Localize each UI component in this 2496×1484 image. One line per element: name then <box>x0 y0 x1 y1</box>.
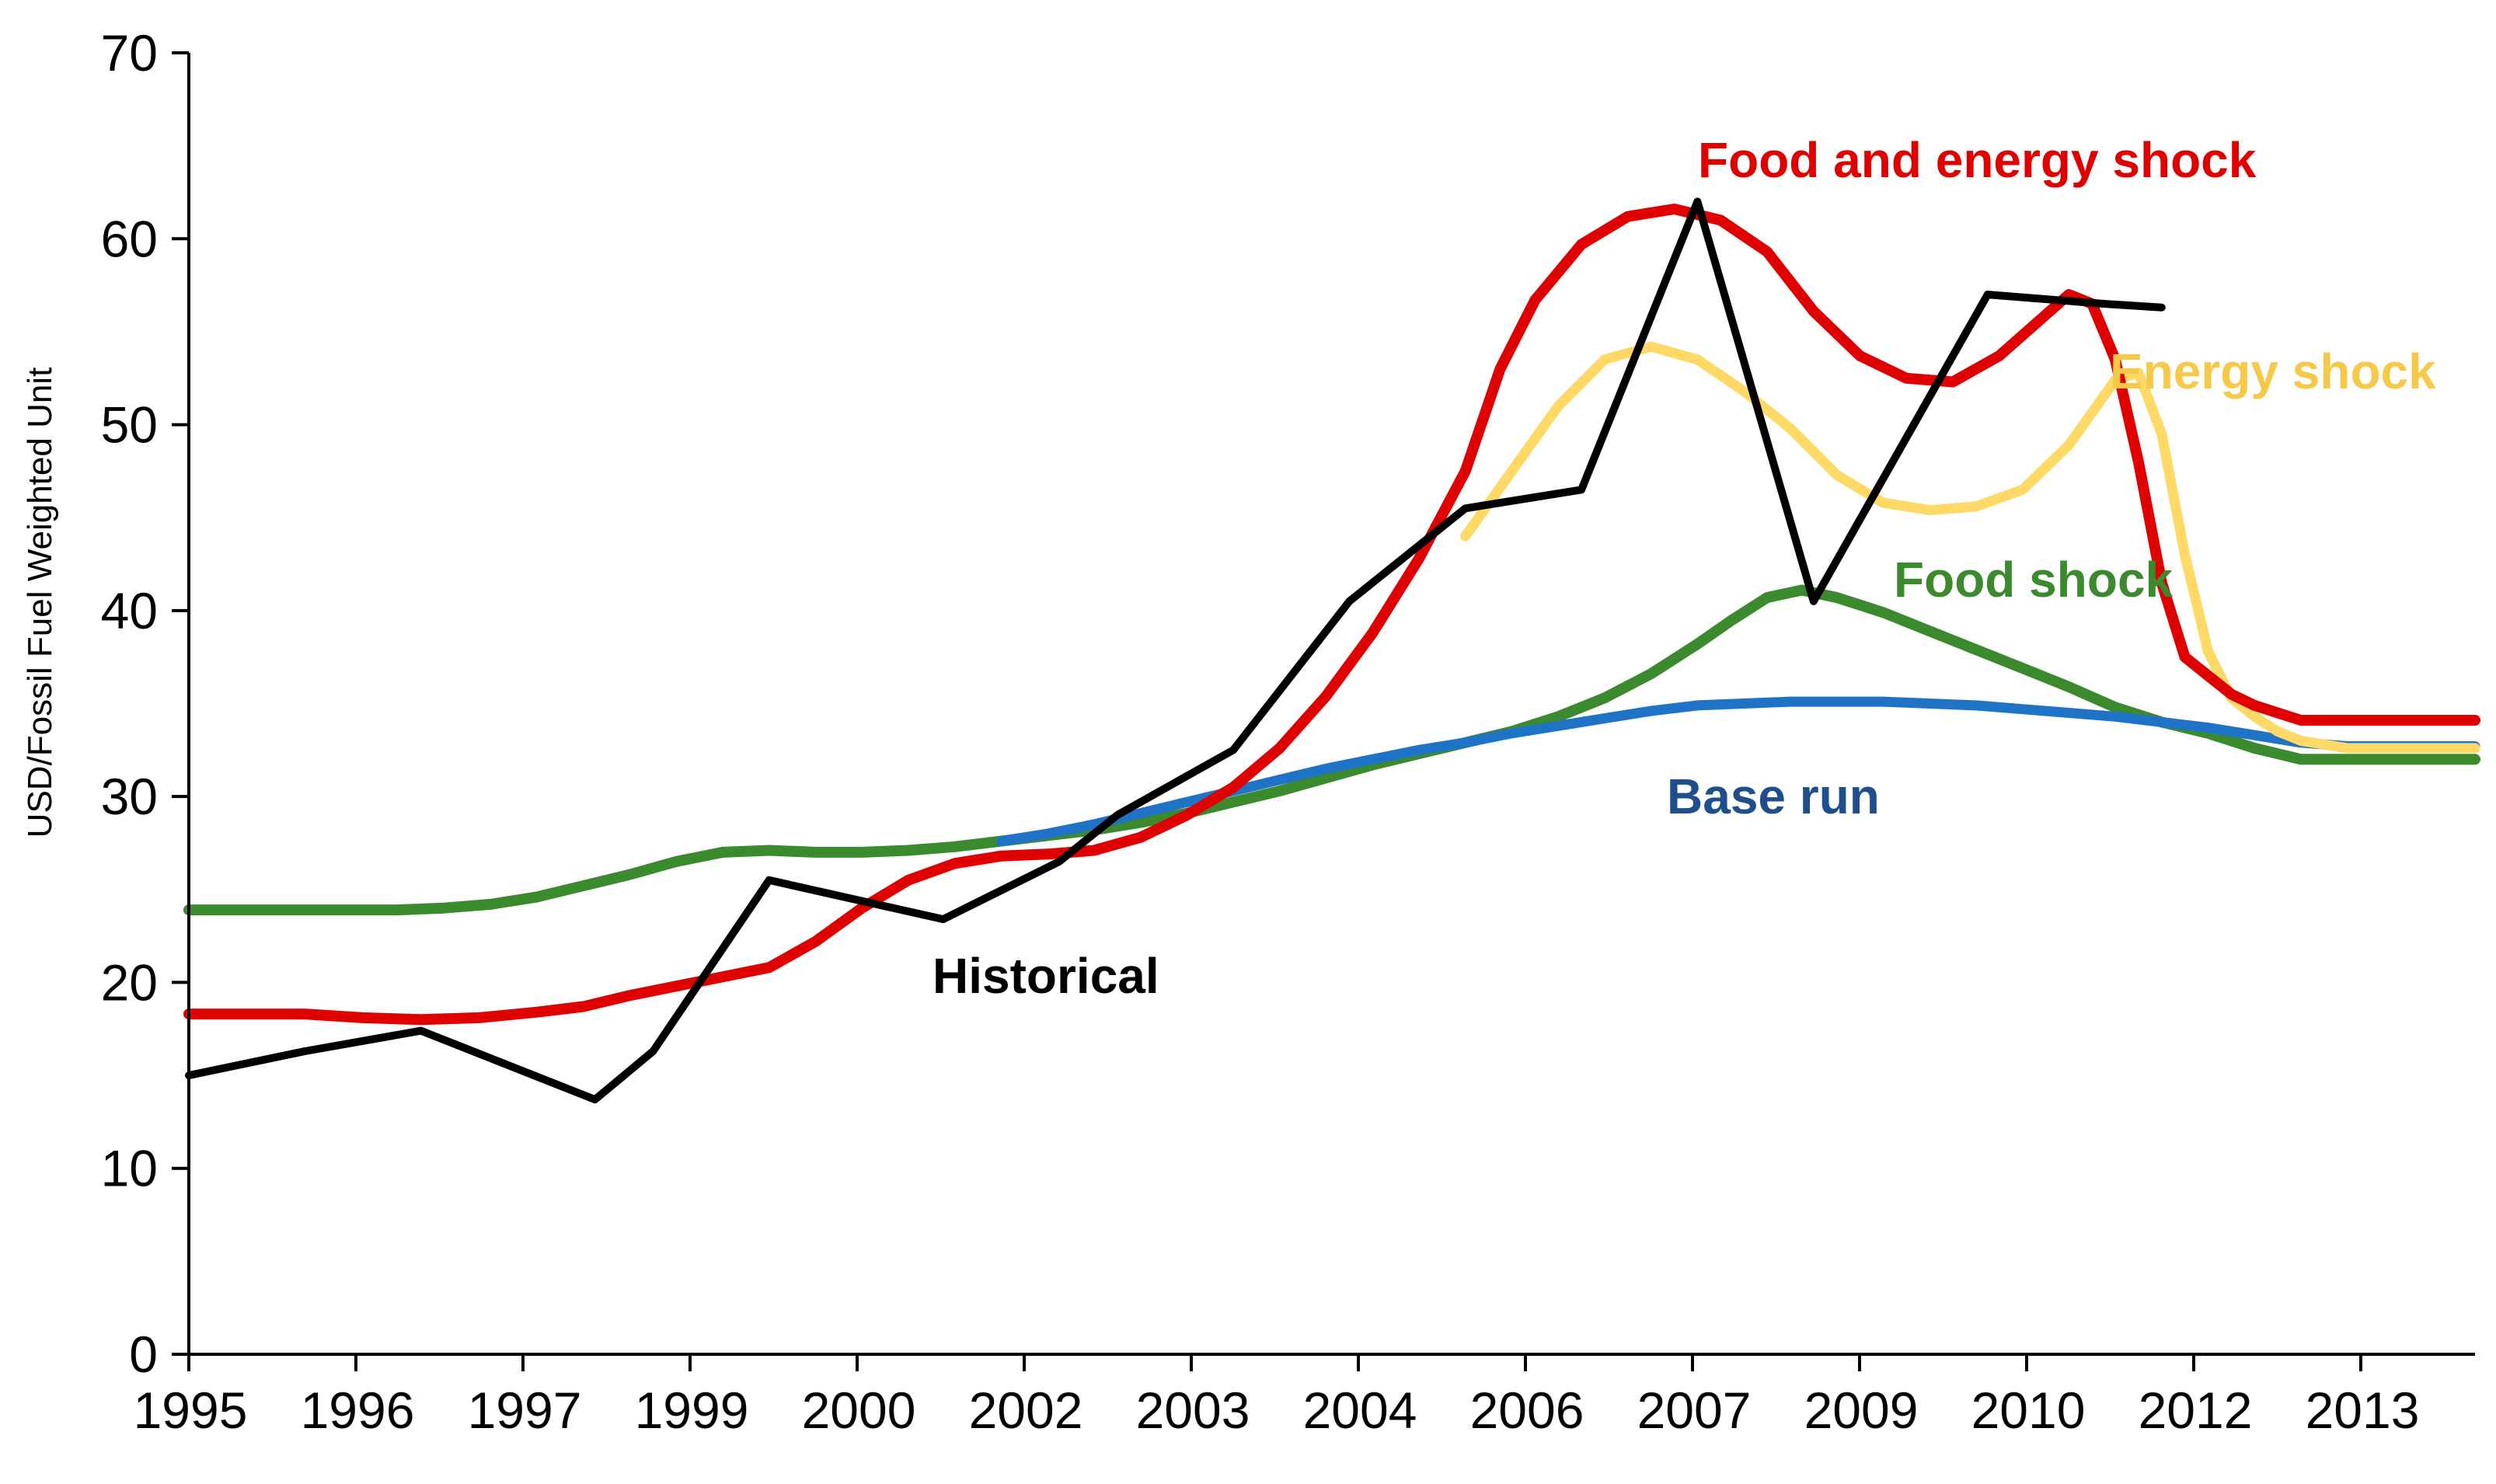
x-tick-label: 2010 <box>1971 1381 2086 1439</box>
y-tick-label: 20 <box>101 953 158 1011</box>
x-tick-label: 2013 <box>2306 1381 2420 1439</box>
y-tick-label: 70 <box>101 24 158 82</box>
x-tick-label: 2004 <box>1303 1381 1417 1439</box>
series-line-food-shock <box>183 584 2480 916</box>
y-tick-label: 30 <box>101 768 158 825</box>
labels-layer: Food shock Base run Energy shock Food and e… <box>933 132 2436 1004</box>
x-tick-label: 2006 <box>1470 1381 1584 1439</box>
x-tick-label: 2007 <box>1637 1381 1752 1439</box>
y-tick-label: 10 <box>101 1140 158 1197</box>
series-layer <box>183 197 2480 1104</box>
series-line-food-and-energy-shock <box>183 204 2480 1026</box>
x-tick-label: 2012 <box>2139 1381 2253 1439</box>
y-tick-label: 0 <box>129 1325 158 1383</box>
series-line-historical <box>185 197 2166 1104</box>
series-label-food-and-energy-shock: Food and energy shock <box>1698 132 2257 188</box>
y-tick-label: 60 <box>101 210 158 267</box>
axes-layer <box>187 53 2475 1356</box>
y-tick-label: 40 <box>101 582 158 639</box>
x-tick-label: 1996 <box>301 1381 415 1439</box>
x-tick-label: 2000 <box>802 1381 916 1439</box>
series-label-base-run: Base run <box>1667 768 1880 824</box>
x-tick-label: 1999 <box>635 1381 749 1439</box>
ticks-layer: 0 10 20 30 40 50 60 70 1995 1996 1997 1999 2000 2002 2… <box>101 24 2420 1439</box>
y-tick-label: 50 <box>101 396 158 454</box>
series-line-energy-shock <box>1460 341 2480 754</box>
x-tick-label: 1997 <box>468 1381 582 1439</box>
x-tick-label: 2003 <box>1136 1381 1250 1439</box>
series-line-base-run <box>995 696 2480 847</box>
series-label-historical: Historical <box>933 948 1159 1004</box>
series-label-energy-shock: Energy shock <box>2110 343 2436 399</box>
x-tick-label: 2009 <box>1804 1381 1919 1439</box>
x-tick-label: 2002 <box>969 1381 1083 1439</box>
x-tick-label: 1995 <box>134 1381 248 1439</box>
series-label-food-shock: Food shock <box>1894 552 2174 608</box>
y-axis-title: USD/Fossil Fuel Weighted Unit <box>21 368 59 838</box>
